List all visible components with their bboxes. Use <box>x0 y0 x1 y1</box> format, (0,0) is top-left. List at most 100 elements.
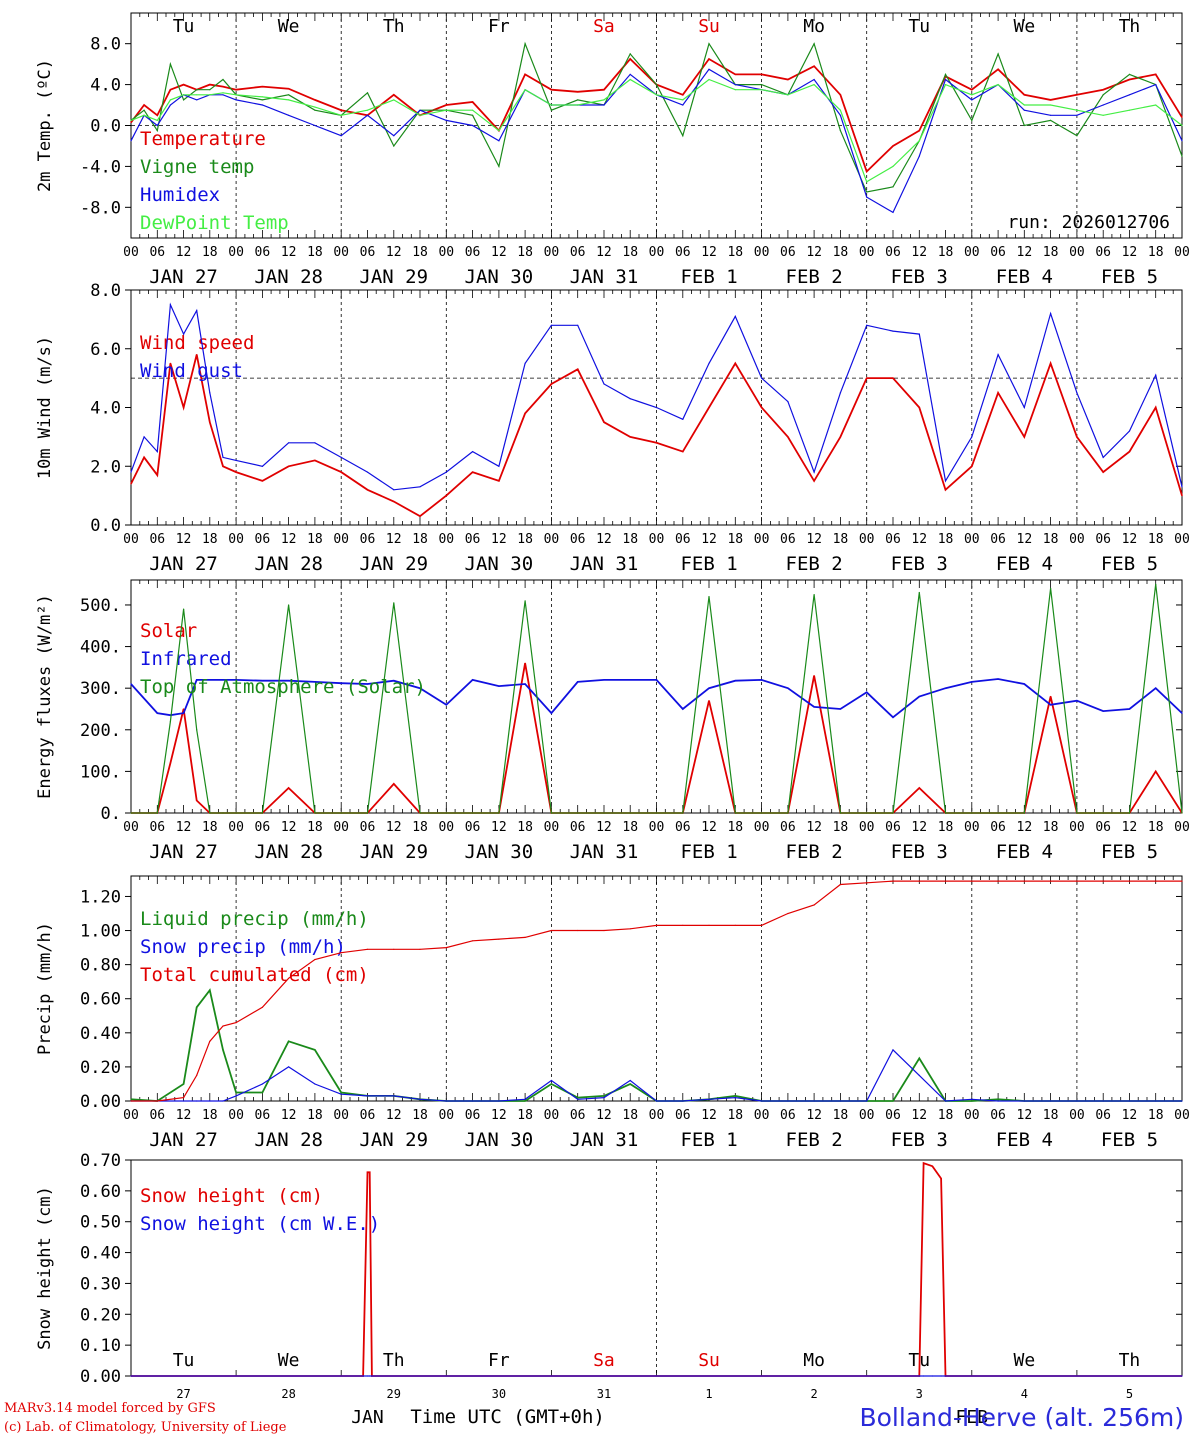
hour-tick-label: 12 <box>596 1108 612 1123</box>
data-point <box>156 114 158 116</box>
data-point <box>169 720 171 723</box>
hour-tick-label: 06 <box>255 245 271 260</box>
hour-tick-label: 18 <box>1043 820 1059 835</box>
data-point <box>524 412 526 414</box>
data-point <box>931 1165 934 1167</box>
hour-tick-label: 12 <box>176 1108 192 1123</box>
hour-tick-label: 00 <box>1174 532 1190 547</box>
hour-tick-label: 18 <box>202 245 218 260</box>
hour-tick-label: 06 <box>675 1108 691 1123</box>
data-point <box>1076 700 1078 702</box>
hour-tick-label: 18 <box>727 532 743 547</box>
y-tick-label: 4.0 <box>90 76 121 96</box>
data-point <box>169 762 171 764</box>
y-tick-label: 400. <box>80 638 121 658</box>
data-point <box>498 812 500 814</box>
date-label: FEB 2 <box>786 841 843 863</box>
data-point <box>472 114 474 116</box>
data-point <box>209 812 211 814</box>
hour-tick-label: 00 <box>649 245 665 260</box>
data-point <box>813 65 815 67</box>
data-point <box>183 1100 185 1102</box>
data-point <box>393 94 395 96</box>
data-point <box>629 58 631 60</box>
date-label: JAN 30 <box>465 553 534 575</box>
data-point <box>708 58 710 60</box>
data-point <box>314 106 316 108</box>
data-point <box>1181 880 1183 882</box>
data-point <box>366 92 369 94</box>
hour-tick-label: 06 <box>675 820 691 835</box>
data-point <box>892 211 894 213</box>
data-point <box>1128 109 1131 111</box>
date-number: 3 <box>916 1387 923 1401</box>
hour-tick-label: 06 <box>885 532 901 547</box>
y-tick-label: 0.00 <box>80 1367 121 1387</box>
data-point <box>1076 812 1078 814</box>
data-point <box>866 812 868 814</box>
data-point <box>393 500 395 503</box>
data-point <box>130 1098 132 1100</box>
date-label: FEB 3 <box>891 1129 948 1151</box>
hour-tick-label: 00 <box>649 820 665 835</box>
hour-tick-label: 18 <box>517 1108 533 1123</box>
data-point <box>498 465 500 467</box>
hour-tick-label: 06 <box>570 820 586 835</box>
legend-entry: Wind gust <box>140 360 243 382</box>
date-label: FEB 2 <box>786 1129 843 1151</box>
hour-tick-label: 18 <box>1148 1108 1164 1123</box>
date-label: FEB 5 <box>1101 1129 1158 1151</box>
data-point <box>524 1100 526 1102</box>
hour-tick-label: 06 <box>360 532 376 547</box>
data-point <box>156 119 158 121</box>
data-point <box>629 398 631 400</box>
data-point <box>222 86 224 88</box>
y-tick-label: 2.0 <box>90 457 121 477</box>
data-point <box>708 362 710 364</box>
data-point <box>866 170 868 173</box>
data-point <box>340 471 342 473</box>
data-point <box>1128 430 1131 432</box>
hour-tick-label: 18 <box>938 820 954 835</box>
data-point <box>971 1100 973 1102</box>
data-point <box>288 1066 290 1068</box>
data-point <box>1102 1100 1104 1102</box>
data-point <box>156 712 158 714</box>
data-point <box>196 89 198 91</box>
hour-tick-label: 00 <box>228 245 244 260</box>
hour-tick-label: 12 <box>911 245 927 260</box>
hour-tick-label: 06 <box>780 1108 796 1123</box>
data-point <box>314 459 316 461</box>
data-point <box>971 99 973 101</box>
data-point <box>629 679 631 681</box>
data-point <box>603 421 605 423</box>
data-point <box>550 1083 553 1085</box>
y-tick-label: 6.0 <box>90 340 121 360</box>
hour-tick-label: 00 <box>754 245 770 260</box>
data-point <box>839 708 842 710</box>
date-label: FEB 3 <box>891 553 948 575</box>
data-point <box>498 685 500 687</box>
date-number: 5 <box>1126 1387 1133 1401</box>
data-point <box>143 109 145 111</box>
data-point <box>734 89 736 91</box>
hour-tick-label: 00 <box>1069 1108 1085 1123</box>
data-point <box>393 1095 395 1097</box>
data-point <box>1102 812 1104 814</box>
data-point <box>629 1079 631 1082</box>
hour-tick-label: 06 <box>990 245 1006 260</box>
data-point <box>288 114 290 116</box>
data-point <box>288 465 290 467</box>
data-point <box>1076 392 1078 394</box>
hour-tick-label: 06 <box>149 532 165 547</box>
date-label: FEB 4 <box>996 266 1053 288</box>
day-label: Tu <box>908 16 930 37</box>
data-point <box>209 89 211 91</box>
data-point <box>183 1097 185 1099</box>
data-point <box>130 1100 132 1102</box>
data-point <box>1128 880 1131 882</box>
data-point <box>944 812 947 814</box>
data-point <box>288 787 290 789</box>
data-point <box>235 679 237 681</box>
data-point <box>1181 1375 1183 1377</box>
